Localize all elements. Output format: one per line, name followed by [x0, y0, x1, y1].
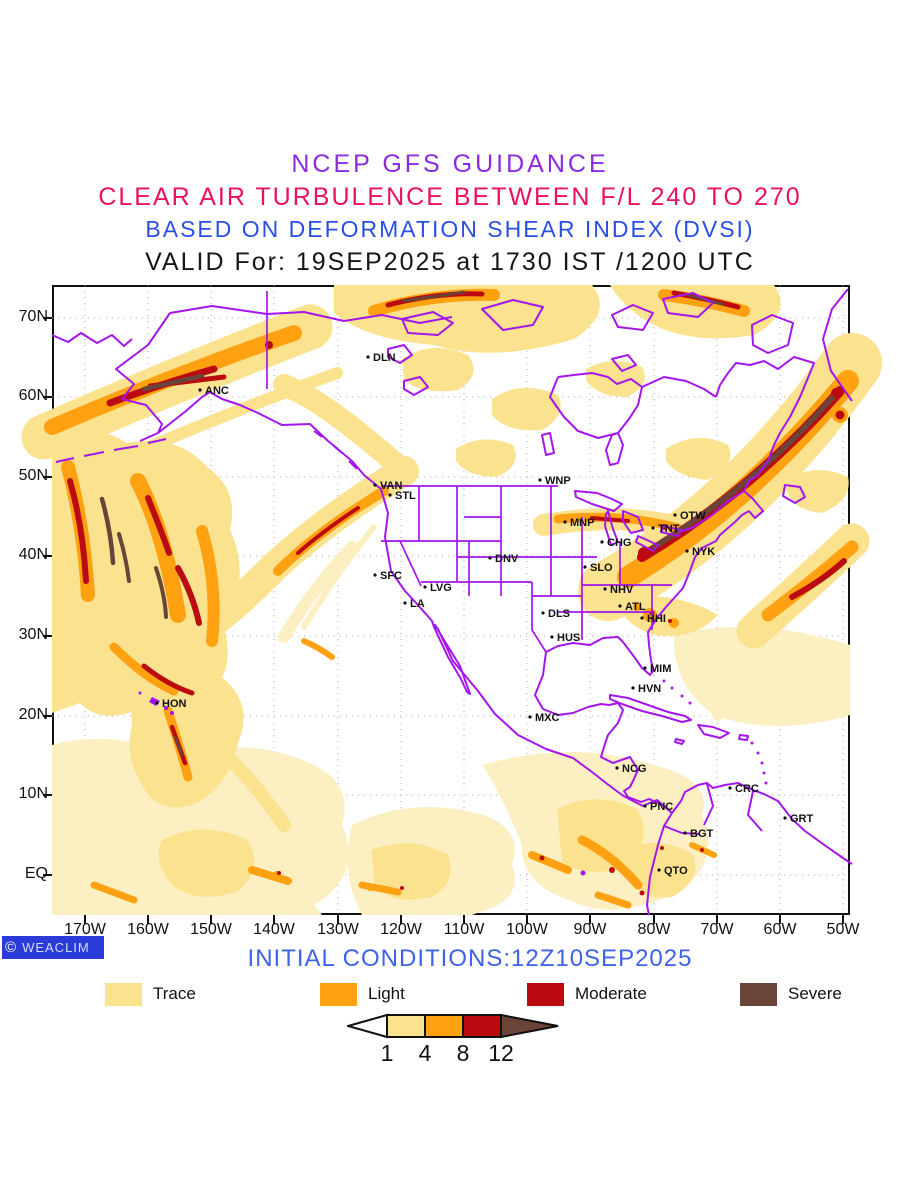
legend-item-severe: Severe — [740, 982, 842, 1006]
station-label-hon: HON — [162, 698, 187, 710]
y-axis-label: 70N — [18, 308, 48, 325]
station-label-otw: OTW — [680, 510, 706, 522]
station-label-hvn: HVN — [638, 683, 661, 695]
x-axis-label: 160W — [127, 921, 169, 938]
subtitle-turbulence: CLEAR AIR TURBULENCE BETWEEN F/L 240 TO … — [98, 183, 802, 211]
station-label-mxc: MXC — [535, 712, 560, 724]
station-label-qto: QTO — [664, 865, 688, 877]
station-label-crc: CRC — [735, 783, 759, 795]
y-axis-label: EQ — [24, 865, 48, 882]
legend-item-moderate: Moderate — [527, 982, 647, 1006]
moderate-swatch — [527, 982, 564, 1006]
station-label-anc: ANC — [205, 385, 229, 397]
logo-text: WEACLIM — [22, 940, 90, 955]
y-axis-label: 20N — [18, 706, 48, 723]
station-label-wnp: WNP — [545, 475, 571, 487]
severe-label: Severe — [788, 984, 842, 1003]
x-axis-label: 60W — [763, 921, 797, 938]
colorbar-tick-1: 1 — [380, 1040, 394, 1066]
station-label-dls: DLS — [548, 608, 570, 620]
colorbar-box-moderate — [462, 1014, 502, 1038]
x-axis-label: 70W — [700, 921, 734, 938]
state-borders — [266, 291, 672, 653]
trace-swatch — [105, 982, 142, 1006]
x-axis-label: 170W — [64, 921, 106, 938]
x-axis-label: 150W — [190, 921, 232, 938]
legend-item-trace: Trace — [105, 982, 196, 1006]
x-axis-label: 90W — [573, 921, 607, 938]
colorbar-tick-12: 12 — [488, 1040, 514, 1066]
x-axis-label: 100W — [506, 921, 548, 938]
station-label-van: VAN — [380, 480, 402, 492]
severe-swatch — [740, 982, 777, 1006]
x-axis-label: 120W — [380, 921, 422, 938]
x-axis-label: 50W — [826, 921, 860, 938]
station-label-nhv: NHV — [610, 584, 634, 596]
station-label-tnt: TNT — [658, 523, 680, 535]
trace-label: Trace — [153, 984, 196, 1003]
valid-time: VALID For: 19SEP2025 at 1730 IST /1200 U… — [145, 248, 755, 276]
station-label-hhi: HHI — [647, 613, 666, 625]
x-axis-label: 110W — [443, 921, 485, 938]
colorbar-left-arrow — [344, 1013, 388, 1039]
light-label: Light — [368, 984, 405, 1003]
colorbar-tick-8: 8 — [456, 1040, 470, 1066]
station-label-mim: MIM — [650, 663, 671, 675]
station-label-mnp: MNP — [570, 517, 594, 529]
station-label-chg: CHG — [607, 537, 631, 549]
colorbar-svg — [344, 1013, 559, 1039]
y-axis-label: 10N — [18, 785, 48, 802]
initial-conditions: INITIAL CONDITIONS:12Z10SEP2025 — [247, 945, 693, 972]
colorbar-tick-4: 4 — [418, 1040, 432, 1066]
colorbar-box-trace — [386, 1014, 426, 1038]
colorbar-right-arrow — [500, 1013, 559, 1039]
page-title: NCEP GFS GUIDANCE — [291, 150, 609, 178]
y-axis-label: 50N — [18, 467, 48, 484]
station-label-sfc: SFC — [380, 570, 402, 582]
light-swatch — [320, 982, 357, 1006]
station-label-dln: DLN — [373, 352, 396, 364]
subtitle-index: BASED ON DEFORMATION SHEAR INDEX (DVSI) — [145, 216, 755, 242]
station-label-ncg: NCG — [622, 763, 646, 775]
colorbar-box-light — [424, 1014, 464, 1038]
station-label-hus: HUS — [557, 632, 580, 644]
station-label-stl: STL — [395, 490, 416, 502]
station-label-la: LA — [410, 598, 425, 610]
moderate-label: Moderate — [575, 984, 647, 1003]
copyright-icon: © — [5, 939, 18, 956]
y-axis-label: 40N — [18, 546, 48, 563]
station-label-bgt: BGT — [690, 828, 714, 840]
colorbar — [344, 1012, 559, 1047]
coastlines — [51, 288, 853, 916]
station-label-nyk: NYK — [692, 546, 715, 558]
islands — [138, 679, 768, 876]
map-frame: ANC DLN VAN STL WNP MNP CHG OTW TNT NYK DNV SLO SFC L… — [21, 285, 882, 924]
y-axis-label: 60N — [18, 387, 48, 404]
x-axis-label: 80W — [637, 921, 671, 938]
x-axis-label: 130W — [317, 921, 359, 938]
weaclim-logo: © WEACLIM — [2, 936, 104, 959]
station-label-lvg: LVG — [430, 582, 452, 594]
axis-ticks — [43, 317, 844, 924]
station-label-pnc: PNC — [650, 801, 673, 813]
y-axis-label: 30N — [18, 626, 48, 643]
legend-item-light: Light — [320, 982, 405, 1006]
station-label-slo: SLO — [590, 562, 613, 574]
x-axis-label: 140W — [253, 921, 295, 938]
station-label-dnv: DNV — [495, 553, 519, 565]
station-label-grt: GRT — [790, 813, 814, 825]
station-label-atl: ATL — [625, 601, 646, 613]
